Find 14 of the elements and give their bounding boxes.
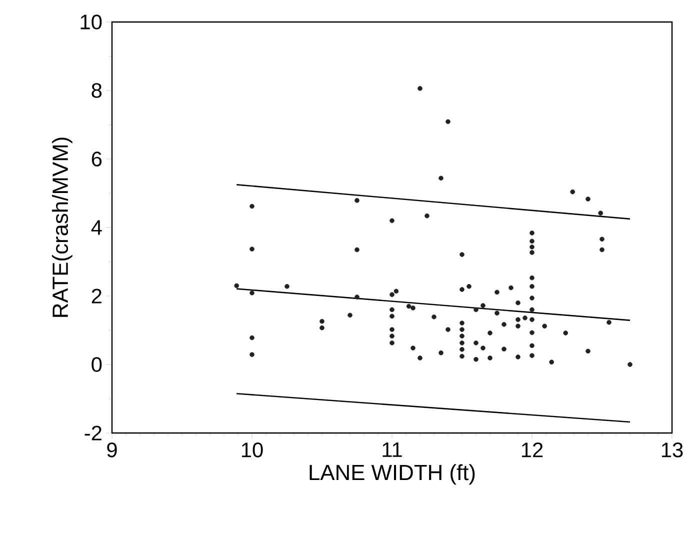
y-tick-label: 4 (91, 220, 102, 235)
x-tick-label: 13 (662, 442, 683, 458)
y-tick-label: -2 (84, 426, 102, 440)
y-tick-label: 2 (92, 288, 102, 304)
y-tick-label: 8 (92, 83, 102, 98)
y-tick-label: 6 (92, 152, 102, 166)
x-tick-label: 12 (522, 442, 543, 458)
y-axis-title: RATE(crash/MVM) (52, 138, 72, 317)
y-tick-label: 0 (92, 357, 102, 372)
x-axis-title: LANE WIDTH (ft) (310, 464, 475, 485)
y-tick-label: 10 (80, 14, 102, 30)
x-tick-label: 11 (382, 442, 402, 457)
x-tick-label: 10 (242, 442, 263, 458)
x-tick-label: 9 (107, 442, 117, 458)
